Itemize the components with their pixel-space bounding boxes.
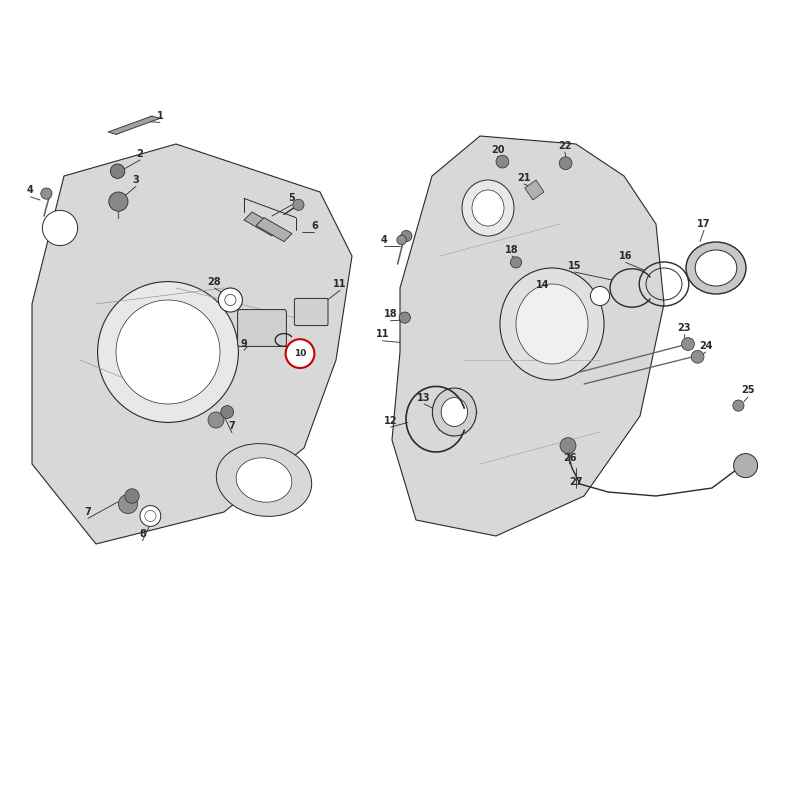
Ellipse shape bbox=[236, 458, 292, 502]
Circle shape bbox=[109, 192, 128, 211]
Circle shape bbox=[145, 510, 156, 522]
Text: 6: 6 bbox=[311, 221, 318, 230]
Ellipse shape bbox=[432, 388, 477, 436]
Circle shape bbox=[560, 438, 576, 454]
Text: 4: 4 bbox=[381, 235, 387, 245]
Circle shape bbox=[399, 312, 410, 323]
Text: 22: 22 bbox=[558, 141, 571, 150]
Ellipse shape bbox=[516, 284, 588, 364]
Circle shape bbox=[208, 412, 224, 428]
Circle shape bbox=[682, 338, 694, 350]
Text: 18: 18 bbox=[505, 245, 519, 254]
Ellipse shape bbox=[472, 190, 504, 226]
Text: 14: 14 bbox=[536, 280, 549, 290]
Text: 9: 9 bbox=[241, 339, 247, 349]
Circle shape bbox=[733, 400, 744, 411]
Circle shape bbox=[41, 188, 52, 199]
Text: 28: 28 bbox=[207, 277, 222, 286]
FancyBboxPatch shape bbox=[294, 298, 328, 326]
Ellipse shape bbox=[500, 268, 604, 380]
Circle shape bbox=[125, 489, 139, 503]
Text: 1: 1 bbox=[157, 111, 163, 121]
Circle shape bbox=[397, 235, 406, 245]
Circle shape bbox=[110, 164, 125, 178]
Ellipse shape bbox=[462, 180, 514, 236]
Text: 13: 13 bbox=[418, 393, 430, 402]
Ellipse shape bbox=[216, 443, 312, 517]
Circle shape bbox=[293, 199, 304, 210]
Circle shape bbox=[559, 157, 572, 170]
Text: 2: 2 bbox=[137, 149, 143, 158]
Text: 24: 24 bbox=[699, 341, 712, 350]
Text: 16: 16 bbox=[619, 251, 632, 261]
Text: 23: 23 bbox=[678, 323, 690, 333]
Text: 4: 4 bbox=[27, 186, 34, 195]
Text: 11: 11 bbox=[376, 330, 389, 339]
FancyBboxPatch shape bbox=[238, 310, 286, 346]
Text: 7: 7 bbox=[229, 422, 235, 431]
Text: 25: 25 bbox=[742, 386, 754, 395]
Circle shape bbox=[116, 300, 220, 404]
Ellipse shape bbox=[686, 242, 746, 294]
Text: 17: 17 bbox=[698, 219, 710, 229]
Circle shape bbox=[286, 339, 314, 368]
Circle shape bbox=[42, 210, 78, 246]
Polygon shape bbox=[256, 218, 292, 242]
Circle shape bbox=[691, 350, 704, 363]
Text: 26: 26 bbox=[563, 453, 576, 462]
Circle shape bbox=[98, 282, 238, 422]
Polygon shape bbox=[392, 136, 664, 536]
Text: 21: 21 bbox=[518, 173, 530, 182]
Text: 10: 10 bbox=[294, 349, 306, 358]
Ellipse shape bbox=[442, 398, 467, 426]
Text: 11: 11 bbox=[334, 279, 346, 289]
Circle shape bbox=[590, 286, 610, 306]
Text: 18: 18 bbox=[383, 310, 398, 319]
Text: 7: 7 bbox=[85, 507, 91, 517]
Circle shape bbox=[118, 494, 138, 514]
Circle shape bbox=[221, 406, 234, 418]
Text: 3: 3 bbox=[133, 175, 139, 185]
Text: 8: 8 bbox=[139, 530, 146, 539]
Ellipse shape bbox=[695, 250, 737, 286]
Polygon shape bbox=[525, 180, 544, 200]
Text: 5: 5 bbox=[289, 194, 295, 203]
Circle shape bbox=[401, 230, 412, 242]
Circle shape bbox=[734, 454, 758, 478]
Text: 27: 27 bbox=[570, 477, 582, 486]
Circle shape bbox=[510, 257, 522, 268]
Circle shape bbox=[225, 294, 236, 306]
Polygon shape bbox=[244, 212, 280, 236]
Text: 20: 20 bbox=[491, 146, 504, 155]
Polygon shape bbox=[32, 144, 352, 544]
Text: 12: 12 bbox=[384, 416, 397, 426]
Polygon shape bbox=[108, 116, 160, 134]
Circle shape bbox=[218, 288, 242, 312]
Circle shape bbox=[496, 155, 509, 168]
Circle shape bbox=[140, 506, 161, 526]
Text: 15: 15 bbox=[568, 261, 581, 270]
